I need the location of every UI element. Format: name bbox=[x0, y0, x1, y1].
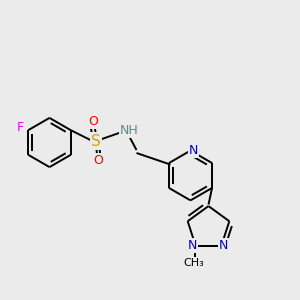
Text: O: O bbox=[89, 115, 98, 128]
Text: N: N bbox=[189, 144, 198, 157]
Text: N: N bbox=[188, 239, 197, 252]
Text: N: N bbox=[219, 239, 229, 252]
Text: S: S bbox=[91, 134, 101, 148]
Text: F: F bbox=[17, 121, 24, 134]
Text: CH₃: CH₃ bbox=[184, 258, 205, 268]
Text: NH: NH bbox=[120, 124, 138, 137]
Text: O: O bbox=[94, 154, 103, 167]
